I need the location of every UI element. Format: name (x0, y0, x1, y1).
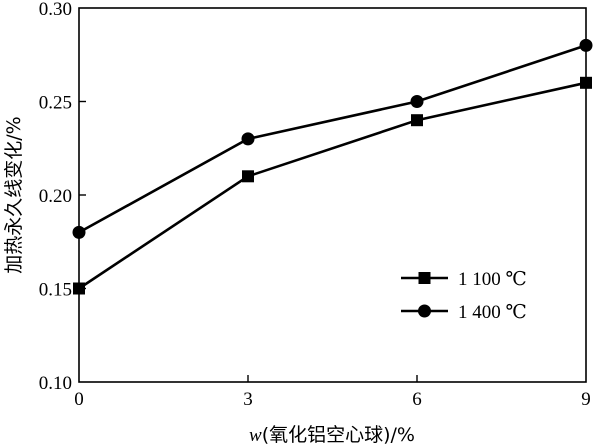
data-point (73, 282, 85, 295)
series-line-1 (78, 81, 587, 290)
data-point (411, 114, 423, 127)
data-point (410, 95, 424, 108)
y-tick-label: 0.30 (39, 0, 72, 20)
legend-label: 1 400 ℃ (458, 302, 527, 323)
y-axis-label: 加热永久线变化/% (3, 116, 25, 273)
data-point (72, 225, 86, 239)
series-layer (72, 38, 593, 295)
x-axis-ticks: 0 3 6 9 (74, 375, 591, 410)
y-tick-label: 0.25 (39, 93, 72, 114)
x-tick-label: 9 (581, 389, 591, 410)
x-axis-label-text: (氧化铝空心球)/% (262, 424, 415, 446)
series-line-2 (78, 44, 587, 234)
y-tick-label: 0.15 (39, 280, 72, 301)
legend: 1 100 ℃ 1 400 ℃ (401, 269, 527, 323)
x-tick-label: 6 (412, 389, 422, 410)
legend-marker (418, 304, 431, 318)
data-point (580, 76, 592, 89)
y-axis-ticks: 0.10 0.15 0.20 0.25 0.30 (39, 0, 86, 394)
data-point (242, 170, 254, 183)
y-tick-label: 0.10 (39, 373, 72, 394)
data-point (579, 38, 593, 52)
legend-marker (418, 272, 431, 284)
x-axis-label-variable: w (249, 425, 262, 446)
plot-frame (78, 7, 587, 383)
y-tick-label: 0.20 (39, 186, 72, 207)
x-axis-label: w(氧化铝空心球)/% (249, 424, 415, 446)
legend-label: 1 100 ℃ (458, 269, 527, 290)
x-tick-label: 3 (243, 389, 253, 410)
x-tick-label: 0 (74, 389, 84, 410)
data-point (241, 132, 255, 146)
